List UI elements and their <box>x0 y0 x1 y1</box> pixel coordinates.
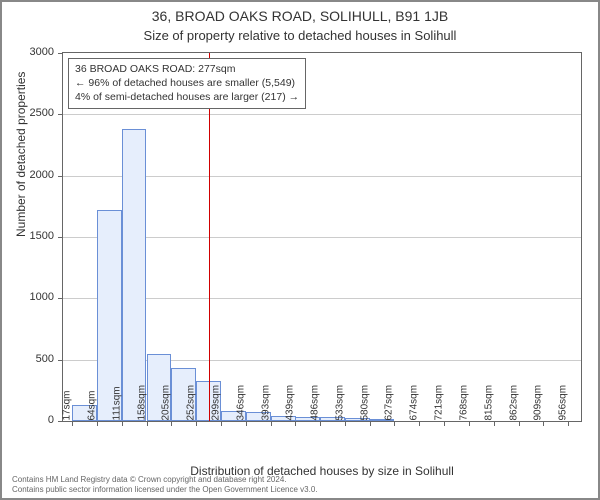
y-axis-label: Number of detached properties <box>14 72 28 237</box>
xtick-mark <box>370 421 371 426</box>
annotation-line: 4% of semi-detached houses are larger (2… <box>75 90 299 104</box>
chart-title: 36, BROAD OAKS ROAD, SOLIHULL, B91 1JB <box>2 8 598 24</box>
ytick-label: 2500 <box>4 107 54 119</box>
xtick-mark <box>568 421 569 426</box>
footer-line-1: Contains HM Land Registry data © Crown c… <box>12 475 588 485</box>
xtick-mark <box>543 421 544 426</box>
ytick-mark <box>58 176 63 177</box>
xtick-mark <box>122 421 123 426</box>
ytick-mark <box>58 114 63 115</box>
xtick-mark <box>494 421 495 426</box>
xtick-mark <box>295 421 296 426</box>
xtick-mark <box>469 421 470 426</box>
xtick-mark <box>444 421 445 426</box>
xtick-mark <box>72 421 73 426</box>
xtick-mark <box>171 421 172 426</box>
plot-area: 36 BROAD OAKS ROAD: 277sqm← 96% of detac… <box>62 52 582 422</box>
xtick-mark <box>320 421 321 426</box>
ytick-mark <box>58 53 63 54</box>
xtick-mark <box>246 421 247 426</box>
xtick-mark <box>271 421 272 426</box>
xtick-mark <box>345 421 346 426</box>
ytick-label: 3000 <box>4 46 54 58</box>
xtick-mark <box>147 421 148 426</box>
xtick-mark <box>97 421 98 426</box>
ytick-label: 2000 <box>4 169 54 181</box>
xtick-mark <box>419 421 420 426</box>
annotation-line: ← 96% of detached houses are smaller (5,… <box>75 76 299 90</box>
xtick-mark <box>196 421 197 426</box>
ytick-label: 500 <box>4 353 54 365</box>
xtick-mark <box>519 421 520 426</box>
chart-container: 36, BROAD OAKS ROAD, SOLIHULL, B91 1JB S… <box>0 0 600 500</box>
chart-subtitle: Size of property relative to detached ho… <box>2 28 598 43</box>
gridline <box>63 114 581 115</box>
footer-attribution: Contains HM Land Registry data © Crown c… <box>12 475 588 495</box>
ytick-label: 0 <box>4 414 54 426</box>
ytick-mark <box>58 421 63 422</box>
footer-line-2: Contains public sector information licen… <box>12 485 588 495</box>
ytick-mark <box>58 360 63 361</box>
histogram-bar <box>122 129 147 421</box>
annotation-box: 36 BROAD OAKS ROAD: 277sqm← 96% of detac… <box>68 58 306 109</box>
ytick-mark <box>58 237 63 238</box>
ytick-mark <box>58 298 63 299</box>
annotation-line: 36 BROAD OAKS ROAD: 277sqm <box>75 62 299 76</box>
ytick-label: 1000 <box>4 291 54 303</box>
xtick-mark <box>394 421 395 426</box>
xtick-mark <box>221 421 222 426</box>
ytick-label: 1500 <box>4 230 54 242</box>
